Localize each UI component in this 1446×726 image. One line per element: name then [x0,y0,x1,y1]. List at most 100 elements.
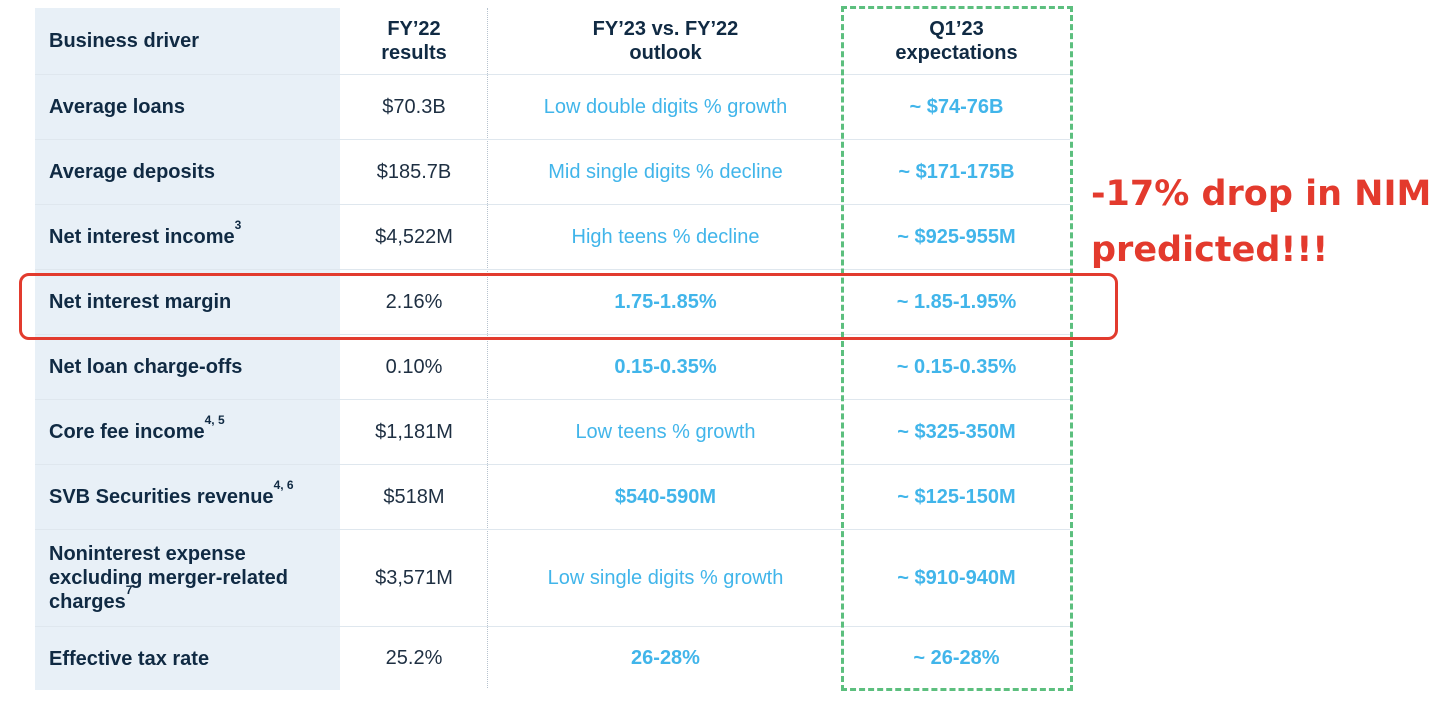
row-core-fee-income-q1: ~ $325-350M [843,400,1070,464]
row-svb-securities-revenue-fy22: $518M [340,465,488,529]
outlook-value: Low teens % growth [575,420,756,443]
driver-label: Net interest income3 [49,219,241,249]
fy22-value: $518M [383,485,445,508]
driver-label: Core fee income4, 5 [49,414,225,444]
row-average-deposits-q1: ~ $171-175B [843,140,1070,204]
annotation-line1: -17% drop in NIM [1091,174,1432,214]
row-core-fee-income-label: Core fee income4, 5 [35,400,340,464]
row-divider [35,464,1070,465]
row-net-interest-income-label: Net interest income3 [35,205,340,269]
q1-value: ~ $325-350M [897,420,1016,443]
footnote-marker: 4, 5 [204,413,225,428]
driver-label: Average deposits [49,161,215,183]
driver-label-line1: Noninterest expense [49,543,246,565]
row-divider [35,74,1070,75]
row-effective-tax-rate-outlook: 26-28% [488,627,843,690]
row-divider [35,626,1070,627]
driver-label-line3: charges7 [49,584,132,614]
row-noninterest-expense-label: Noninterest expense excluding merger-rel… [35,530,340,626]
row-core-fee-income-outlook: Low teens % growth [488,400,843,464]
nim-row-highlight [19,273,1118,340]
footnote-marker: 3 [234,218,242,233]
driver-text: SVB Securities revenue [49,486,274,508]
q1-expectations-highlight [841,6,1073,691]
header-q1-line1: Q1’23 [929,18,984,40]
q1-value: ~ $910-940M [897,566,1016,589]
fy22-value: $3,571M [375,566,453,589]
row-net-interest-margin-label: Net interest margin [35,270,340,334]
row-svb-securities-revenue-q1: ~ $125-150M [843,465,1070,529]
header-fy22-results: FY’22 results [340,8,488,74]
q1-value: ~ $925-955M [897,225,1016,248]
row-average-deposits-fy22: $185.7B [340,140,488,204]
header-outlook-line2: outlook [629,42,702,64]
row-net-interest-income-outlook: High teens % decline [488,205,843,269]
row-noninterest-expense-fy22: $3,571M [340,530,488,626]
row-net-loan-charge-offs-outlook: 0.15-0.35% [488,335,843,399]
row-net-interest-margin-q1: ~ 1.85-1.95% [843,270,1070,334]
fy22-value: $70.3B [382,95,446,118]
row-net-loan-charge-offs-fy22: 0.10% [340,335,488,399]
outlook-value: Low single digits % growth [547,566,784,589]
driver-label: Net loan charge-offs [49,356,243,378]
row-net-loan-charge-offs-q1: ~ 0.15-0.35% [843,335,1070,399]
row-divider [35,139,1070,140]
driver-text: Core fee income [49,421,205,443]
fy22-value: 25.2% [385,647,443,669]
row-svb-securities-revenue-label: SVB Securities revenue4, 6 [35,465,340,529]
q1-value: ~ 0.15-0.35% [896,355,1017,378]
driver-text: charges [49,591,126,613]
row-average-loans-label: Average loans [35,75,340,139]
fy22-value: 2.16% [385,290,443,313]
outlook-value: High teens % decline [571,225,760,248]
header-outlook-line1: FY’23 vs. FY’22 [592,18,739,40]
row-net-interest-margin-outlook: 1.75-1.85% [488,270,843,334]
driver-label: SVB Securities revenue4, 6 [49,479,294,509]
footnote-marker: 4, 6 [273,478,294,493]
driver-label-line2: excluding merger-related [49,567,288,589]
driver-label: Effective tax rate [49,647,210,670]
annotation-line2: predicted!!! [1091,230,1329,270]
footnote-marker: 7 [125,583,133,598]
row-effective-tax-rate-label: Effective tax rate [35,627,340,690]
q1-value: ~ $125-150M [897,485,1016,508]
row-net-interest-margin-fy22: 2.16% [340,270,488,334]
header-business-driver: Business driver [35,8,340,74]
row-noninterest-expense-outlook: Low single digits % growth [488,530,843,626]
outlook-value: 0.15-0.35% [614,355,717,378]
fy22-value: 0.10% [385,355,443,378]
outlook-value: 26-28% [631,647,700,669]
q1-value: ~ $74-76B [909,95,1004,118]
row-average-deposits-outlook: Mid single digits % decline [488,140,843,204]
q1-value: ~ 1.85-1.95% [896,290,1017,313]
row-svb-securities-revenue-outlook: $540-590M [488,465,843,529]
outlook-value: Mid single digits % decline [548,160,783,183]
nim-annotation: -17% drop in NIM predicted!!! [1091,166,1441,278]
driver-label: Average loans [49,96,185,118]
row-net-loan-charge-offs-label: Net loan charge-offs [35,335,340,399]
driver-text: Net interest income [49,226,235,248]
row-divider [35,269,1070,270]
fy22-value: $4,522M [375,225,453,248]
row-core-fee-income-fy22: $1,181M [340,400,488,464]
row-net-interest-income-fy22: $4,522M [340,205,488,269]
row-effective-tax-rate-q1: ~ 26-28% [843,627,1070,690]
row-net-interest-income-q1: ~ $925-955M [843,205,1070,269]
row-average-deposits-label: Average deposits [35,140,340,204]
q1-value: ~ 26-28% [913,647,1000,669]
row-divider [35,334,1070,335]
fy22-value: $185.7B [376,160,452,183]
header-driver-label: Business driver [49,30,200,52]
header-q1-expectations: Q1’23 expectations [843,8,1070,74]
outlook-value: Low double digits % growth [543,95,788,118]
row-average-loans-q1: ~ $74-76B [843,75,1070,139]
driver-label: Net interest margin [49,291,232,313]
row-average-loans-fy22: $70.3B [340,75,488,139]
header-fy22-line2: results [381,42,447,64]
outlook-value: $540-590M [614,485,717,508]
fy22-value: $1,181M [375,420,453,443]
row-divider [35,204,1070,205]
row-divider [35,399,1070,400]
header-q1-line2: expectations [895,42,1018,64]
